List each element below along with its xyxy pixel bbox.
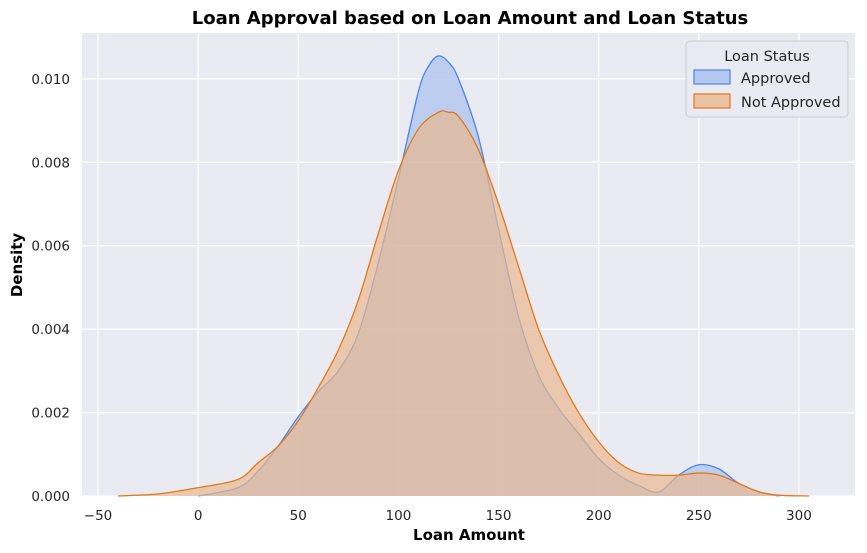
x-tick-label: 200 xyxy=(586,508,612,524)
legend-swatch-not-approved xyxy=(693,93,731,109)
legend-label-approved: Approved xyxy=(741,71,811,87)
y-tick-label: 0.002 xyxy=(31,406,70,422)
x-tick-label: 100 xyxy=(386,508,412,524)
legend-title: Loan Status xyxy=(724,49,810,65)
y-tick-label: 0.000 xyxy=(31,489,70,505)
series-layer xyxy=(118,55,809,497)
tick-labels: −50 0 50 100 150 200 250 300 0.000 0.002 0.004 0.00… xyxy=(31,72,811,524)
y-axis-label: Density xyxy=(8,233,26,298)
x-tick-label: 0 xyxy=(194,508,203,524)
x-axis-label: Loan Amount xyxy=(413,526,525,544)
chart-title: Loan Approval based on Loan Amount and L… xyxy=(192,8,749,29)
y-tick-label: 0.010 xyxy=(31,72,70,88)
y-tick-label: 0.006 xyxy=(31,239,70,255)
legend-label-not-approved: Not Approved xyxy=(741,95,841,111)
x-tick-label: −50 xyxy=(84,508,113,524)
legend-swatch-approved xyxy=(693,69,731,85)
legend: Loan Status Approved Not Approved xyxy=(685,40,849,118)
x-tick-label: 250 xyxy=(686,508,712,524)
x-tick-label: 300 xyxy=(786,508,812,524)
x-tick-label: 150 xyxy=(486,508,512,524)
density-line-not-approved xyxy=(118,110,809,497)
y-tick-label: 0.004 xyxy=(31,322,70,338)
density-area-not-approved xyxy=(118,110,809,496)
y-tick-label: 0.008 xyxy=(31,155,70,171)
x-tick-label: 50 xyxy=(290,508,307,524)
